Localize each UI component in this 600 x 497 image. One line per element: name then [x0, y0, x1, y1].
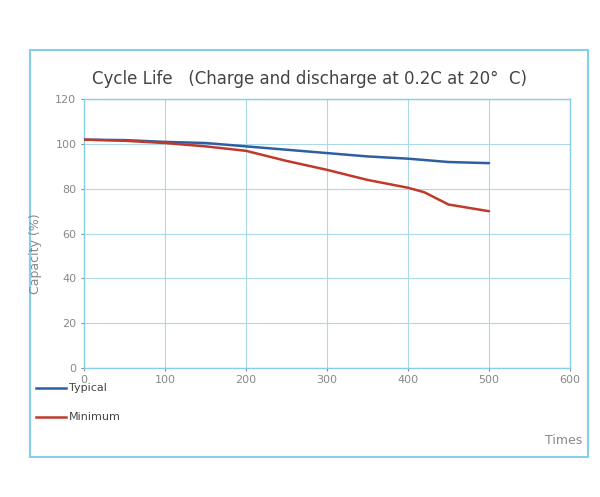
Text: Typical: Typical [69, 383, 107, 393]
Text: Cycle Life   (Charge and discharge at 0.2C at 20°  C): Cycle Life (Charge and discharge at 0.2C… [91, 70, 527, 87]
Text: Minimum: Minimum [69, 413, 121, 422]
Text: Capacity (%): Capacity (%) [29, 213, 43, 294]
Text: Times: Times [545, 434, 582, 447]
